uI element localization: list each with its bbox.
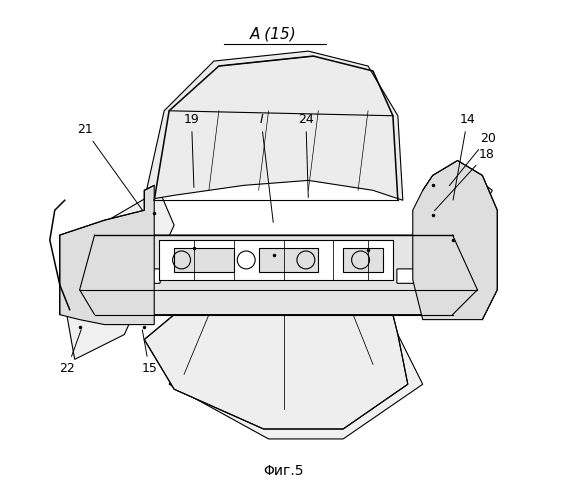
Polygon shape <box>343 248 383 272</box>
Text: 18: 18 <box>434 148 494 210</box>
Polygon shape <box>60 186 154 324</box>
Text: 22: 22 <box>60 330 81 375</box>
Polygon shape <box>413 160 497 320</box>
Polygon shape <box>60 190 174 360</box>
Polygon shape <box>144 51 403 201</box>
FancyBboxPatch shape <box>397 269 448 283</box>
Ellipse shape <box>450 266 460 286</box>
Text: Φиг.5: Φиг.5 <box>263 464 304 478</box>
Polygon shape <box>79 235 477 314</box>
Polygon shape <box>169 324 423 439</box>
Polygon shape <box>144 314 408 429</box>
Ellipse shape <box>96 266 108 286</box>
Text: 21: 21 <box>77 123 143 210</box>
Polygon shape <box>393 176 492 290</box>
Polygon shape <box>259 248 318 272</box>
Text: А (15): А (15) <box>250 26 297 41</box>
Text: 15: 15 <box>141 330 157 375</box>
Polygon shape <box>174 248 234 272</box>
Text: 19: 19 <box>184 113 200 188</box>
Text: 14: 14 <box>453 113 475 200</box>
Text: 24: 24 <box>298 113 314 198</box>
FancyBboxPatch shape <box>99 269 160 283</box>
Polygon shape <box>159 240 393 280</box>
Text: 20: 20 <box>449 132 496 186</box>
Text: I: I <box>259 113 273 222</box>
